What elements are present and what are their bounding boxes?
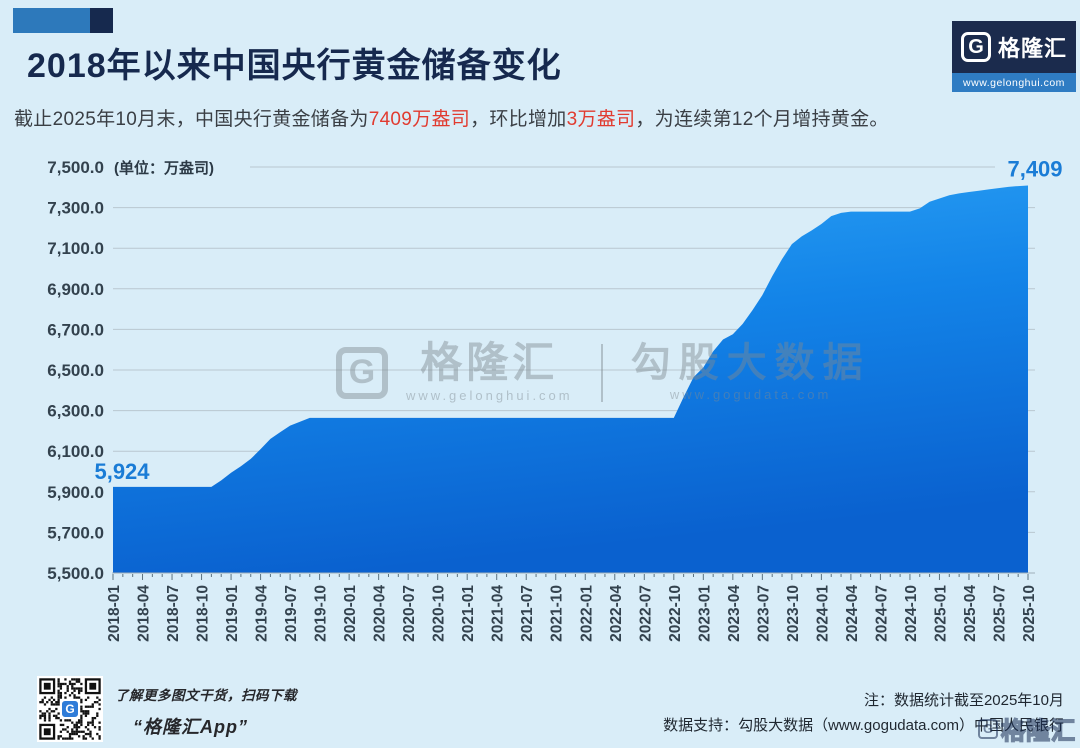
x-tick-label: 2023-10: [785, 585, 802, 642]
y-tick-label: 6,900.0: [47, 280, 104, 299]
subtitle: 截止2025年10月末，中国央行黄金储备为7409万盎司，环比增加3万盎司，为连…: [14, 104, 889, 131]
x-tick-label: 2021-10: [549, 585, 566, 642]
qr-caption: 了解更多图文干货，扫码下载 “格隆汇App”: [115, 684, 297, 739]
x-tick-label: 2025-10: [1021, 585, 1038, 642]
page-title: 2018年以来中国央行黄金储备变化: [27, 47, 562, 85]
header-deco-blue-bar: [13, 8, 90, 33]
y-tick-label: 6,700.0: [47, 320, 104, 339]
x-tick-label: 2024-01: [814, 585, 831, 642]
x-tick-label: 2020-10: [431, 585, 448, 642]
x-tick-label: 2021-07: [519, 585, 536, 642]
qr-caption-line1: 了解更多图文干货，扫码下载: [115, 688, 297, 703]
gold-reserves-area-chart: 7,500.0 7,300.0 7,100.0 6,900.0 6,700.0 6,500…: [47, 156, 1062, 642]
x-tick-label: 2022-04: [608, 585, 625, 642]
gelonghui-logo-url: www.gelonghui.com: [952, 73, 1076, 92]
subtitle-part3: ，为连续第12个月增持黄金。: [635, 109, 889, 130]
data-label: 7,409: [1007, 156, 1062, 181]
y-tick-label: 5,900.0: [47, 483, 104, 502]
y-tick-label: 6,100.0: [47, 442, 104, 461]
x-tick-label: 2022-10: [667, 585, 684, 642]
footer-note-source: 数据支持：勾股大数据（www.gogudata.com）中国人民银行: [663, 717, 1064, 734]
x-tick-label: 2018-01: [106, 585, 123, 642]
x-tick-label: 2018-10: [195, 585, 212, 642]
y-tick-label: 7,100.0: [47, 239, 104, 258]
y-tick-label: 6,300.0: [47, 402, 104, 421]
header-deco-navy-bar: [90, 8, 113, 33]
x-tick-label: 2019-01: [224, 585, 241, 642]
footer-notes: 注：数据统计截至2025年10月 数据支持：勾股大数据（www.gogudata…: [663, 688, 1064, 738]
subtitle-highlight-reserve: 7409万盎司: [368, 109, 471, 130]
x-tick-label: 2024-10: [903, 585, 920, 642]
gelonghui-logo-name: 格隆汇: [997, 36, 1067, 61]
subtitle-highlight-increase: 3万盎司: [566, 109, 636, 130]
qr-code: G: [37, 676, 103, 742]
y-tick-label: 7,500.0: [47, 158, 104, 177]
x-tick-label: 2021-04: [490, 585, 507, 642]
x-tick-label: 2020-04: [372, 585, 389, 642]
x-tick-label: 2022-01: [578, 585, 595, 642]
subtitle-part2: ，环比增加: [470, 109, 567, 130]
x-tick-label: 2023-07: [755, 585, 772, 642]
x-tick-label: 2019-04: [254, 585, 271, 642]
data-label: 5,924: [94, 459, 150, 484]
x-tick-label: 2019-07: [283, 585, 300, 642]
unit-label: (单位：万盎司): [114, 159, 214, 177]
gelonghui-logo: G 格隆汇 www.gelonghui.com: [952, 21, 1076, 92]
gelonghui-g-icon: G: [960, 32, 991, 62]
y-tick-label: 6,500.0: [47, 361, 104, 380]
x-tick-label: 2025-01: [932, 585, 949, 642]
x-tick-label: 2025-07: [991, 585, 1008, 642]
subtitle-part1: 截止2025年10月末，中国央行黄金储备为: [14, 109, 369, 130]
x-tick-label: 2021-01: [460, 585, 477, 642]
x-tick-label: 2023-04: [726, 585, 743, 642]
area-series: [113, 185, 1028, 573]
x-tick-label: 2020-07: [401, 585, 418, 642]
x-tick-label: 2024-07: [873, 585, 890, 642]
footer-note-date: 注：数据统计截至2025年10月: [863, 692, 1064, 709]
qr-caption-line2: “格隆汇App”: [133, 717, 248, 737]
qr-center-g-icon: G: [60, 699, 80, 719]
x-tick-label: 2025-04: [962, 585, 979, 642]
y-tick-label: 5,500.0: [47, 564, 104, 583]
x-tick-label: 2023-01: [696, 585, 713, 642]
gelonghui-logo-main: G 格隆汇: [952, 21, 1076, 73]
x-tick-label: 2018-04: [136, 585, 153, 642]
x-tick-label: 2020-01: [342, 585, 359, 642]
y-tick-label: 7,300.0: [47, 199, 104, 218]
x-tick-label: 2018-07: [165, 585, 182, 642]
x-tick-label: 2019-10: [313, 585, 330, 642]
x-tick-label: 2024-04: [844, 585, 861, 642]
y-tick-label: 5,700.0: [47, 523, 104, 542]
x-tick-label: 2022-07: [637, 585, 654, 642]
